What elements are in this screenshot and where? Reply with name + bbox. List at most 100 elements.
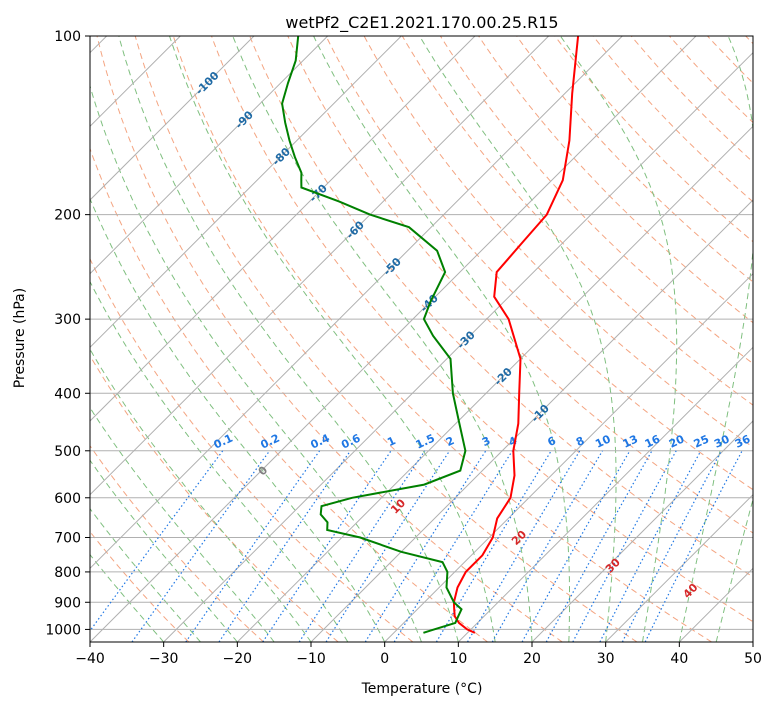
- y-axis-title: Pressure (hPa): [12, 288, 28, 388]
- plot-area: 0.1 0.2 0.4 0.6 1 1.5 2 3 4 6 8 10 13 16 20 25 30 36-100-…: [90, 36, 753, 642]
- dewpoint-profile: [281, 36, 467, 634]
- dry-adiabat-line: [516, 36, 753, 283]
- mixing-ratio-line: [218, 450, 351, 642]
- isotherm-line: [90, 36, 697, 642]
- isotherm-line: [90, 36, 623, 570]
- moist-adiabat-line: [232, 36, 533, 642]
- mixing-ratio-label: 0.6: [339, 431, 362, 451]
- moist-adiabat-line: [90, 197, 386, 642]
- dry-adiabat-line: [669, 36, 753, 124]
- dry-adiabat-line: [630, 36, 753, 163]
- moist-adiabat-label: 0: [256, 463, 271, 478]
- dry-adiabat-line: [90, 257, 414, 642]
- mixing-ratio-line: [545, 450, 653, 642]
- mixing-ratio-line: [90, 450, 224, 632]
- mixing-ratio-label: 6: [546, 434, 559, 449]
- isotherm-line: [752, 641, 753, 642]
- isotherm-line: [90, 36, 476, 422]
- y-tick-label: 200: [54, 208, 81, 224]
- dry-adiabat-line: [554, 36, 753, 243]
- mixing-ratio-label: 16: [643, 432, 663, 450]
- isotherm-line: [310, 199, 753, 642]
- isotherm-line: [384, 272, 753, 642]
- moist-adiabat-line: [90, 280, 349, 642]
- dry-adiabat-line: [478, 36, 753, 324]
- temperature-profile: [452, 36, 580, 634]
- moist-adiabat-label: 30: [603, 556, 623, 576]
- isotherm-line: [605, 493, 753, 642]
- x-tick-label: 50: [744, 651, 762, 667]
- mixing-ratio-line: [466, 450, 581, 642]
- mixing-ratio-line: [599, 450, 702, 642]
- isotherm-label: -20: [492, 365, 515, 388]
- dry-adiabat-line: [172, 36, 712, 642]
- moist-adiabat-label: 20: [509, 528, 529, 548]
- isotherm-line: [678, 567, 753, 642]
- x-tick-label: 0: [380, 651, 389, 667]
- y-tick-label: 1000: [45, 622, 81, 638]
- x-tick-label: 30: [597, 651, 615, 667]
- moist-adiabat-line: [90, 406, 275, 642]
- moist-adiabat-line: [90, 459, 238, 642]
- mixing-ratio-label: 2: [444, 434, 456, 449]
- dry-adiabat-line: [90, 444, 264, 642]
- mixing-ratio-label: 25: [692, 433, 711, 451]
- isotherm-line: [90, 36, 402, 349]
- mixing-ratio-label: 13: [621, 432, 640, 450]
- isotherm-line: [90, 36, 329, 275]
- mixing-ratio-label: 1: [385, 434, 397, 449]
- dry-adiabat-line: [707, 36, 753, 84]
- y-tick-label: 400: [54, 386, 81, 402]
- dry-adiabat-line: [96, 36, 563, 642]
- moist-adiabat-line: [752, 639, 753, 642]
- mixing-ratio-label: 0.2: [259, 432, 282, 452]
- moist-adiabat-line: [90, 507, 201, 642]
- moist-adiabat-label: 10: [388, 496, 408, 516]
- mixing-ratio-label: 0.4: [309, 431, 332, 451]
- y-tick-label: 300: [54, 312, 81, 328]
- chart-title: wetPf2_C2E1.2021.170.00.25.R15: [285, 13, 558, 33]
- x-tick-label: −30: [149, 651, 179, 667]
- isotherm-line: [531, 420, 753, 642]
- moist-adiabat-line: [118, 36, 459, 642]
- plot-frame: [89, 35, 754, 643]
- mixing-ratio-line: [131, 450, 271, 642]
- mixing-ratio-label: 3: [480, 434, 492, 449]
- dry-adiabat-line: [325, 36, 753, 491]
- dry-adiabat-line: [249, 36, 753, 578]
- mixing-ratio-label: 20: [667, 432, 687, 450]
- isotherm-label: -10: [529, 402, 552, 425]
- dry-adiabat-line: [134, 36, 638, 642]
- mixing-ratio-line: [393, 450, 513, 642]
- dry-adiabat-line: [90, 354, 339, 642]
- x-tick-label: −10: [296, 651, 326, 667]
- moist-adiabat-line: [169, 36, 496, 642]
- moist-adiabat-line: [90, 348, 312, 642]
- x-tick-label: −20: [223, 651, 253, 667]
- isotherm-label: -80: [270, 145, 293, 168]
- moist-adiabat-line: [559, 36, 678, 642]
- mixing-ratio-line: [364, 450, 487, 642]
- moist-adiabat-label: 40: [681, 581, 701, 601]
- isotherm-line: [457, 346, 753, 642]
- mixing-ratio-label: 10: [593, 432, 613, 450]
- y-tick-label: 100: [54, 29, 81, 45]
- dry-adiabat-line: [745, 36, 753, 45]
- dry-adiabat-line: [592, 36, 753, 203]
- x-axis-title: Temperature (°C): [361, 681, 483, 697]
- dry-adiabat-line: [90, 530, 190, 642]
- dry-adiabat-line: [211, 36, 753, 623]
- y-tick-label: 700: [54, 531, 81, 547]
- dry-adiabat-line: [90, 147, 488, 642]
- dry-adiabat-line: [401, 36, 753, 406]
- isotherm-line: [163, 51, 753, 642]
- x-tick-label: 40: [670, 651, 688, 667]
- dry-adiabat-line: [439, 36, 753, 365]
- moist-adiabat-line: [90, 553, 165, 642]
- moist-adiabat-line: [715, 497, 753, 642]
- mixing-ratio-label: 30: [712, 432, 732, 450]
- axes: −40 −30 −20 −10 0 10 20 30 40 5010020030040050060…: [45, 29, 762, 667]
- mixing-ratio-label: 36: [733, 432, 753, 450]
- isotherm-line: [90, 36, 550, 496]
